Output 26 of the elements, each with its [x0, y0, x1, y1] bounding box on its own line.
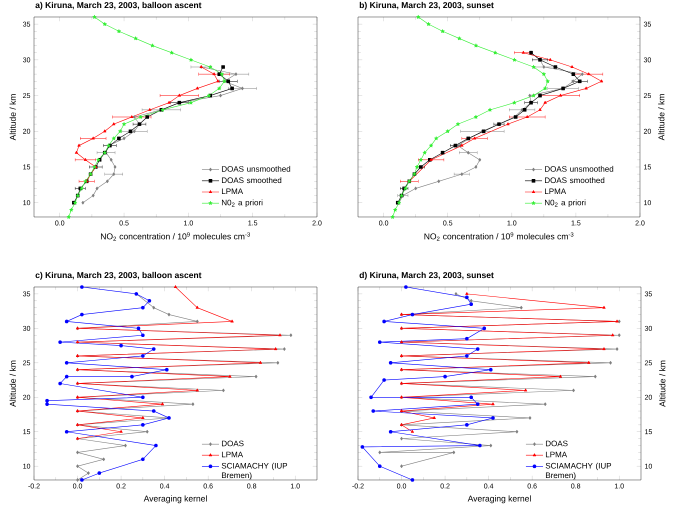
legend-label: DOAS unsmoothed [222, 166, 290, 172]
legend-label: LPMA [544, 188, 566, 194]
legend-label: DOAS [222, 440, 244, 446]
legend-label: LPMA [546, 452, 568, 458]
legend-label: SCIAMACHY (IUP Bremen) [546, 462, 612, 480]
y-axis-title: Altitude / km [659, 360, 666, 407]
chart-title: b) Kiruna, March 23, 2003, sunset [360, 2, 494, 10]
legend-label: DOAS [546, 440, 568, 446]
x-axis-title: Averaging kernel [144, 495, 207, 504]
legend-label: SCIAMACHY (IUP Bremen) [222, 462, 288, 480]
legend-label: LPMA [222, 188, 244, 194]
x-axis-title: NO$_{2}$ concentration / 10$^{9}$ molecules cm$^{-3}$ [424, 232, 574, 241]
y-axis-title: Altitude / km [10, 94, 16, 140]
x-axis-title: NO$_{2}$ concentration / 10$^{9}$ molecules cm$^{-3}$ [100, 232, 250, 241]
legend-label: DOAS smoothed [544, 177, 604, 184]
y-axis-title: Altitude / km [658, 94, 664, 140]
legend-label: N0$_{2}$ a priori [222, 199, 262, 207]
legend-label: DOAS smoothed [222, 177, 282, 184]
chart-title: c) Kiruna, March 23, 2003, balloon ascent [36, 272, 202, 280]
legend-label: LPMA [222, 452, 244, 458]
chart-title: a) Kiruna, March 23, 2003, balloon ascent [35, 2, 202, 10]
x-axis-title: Averaging kernel [468, 495, 531, 504]
legend-label: DOAS unsmoothed [544, 166, 614, 172]
legend-label: N0$_{2}$ a priori [544, 199, 586, 207]
chart-title: d) Kiruna, March 23, 2003, sunset [360, 272, 494, 280]
y-axis-title: Altitude / km [10, 360, 16, 407]
